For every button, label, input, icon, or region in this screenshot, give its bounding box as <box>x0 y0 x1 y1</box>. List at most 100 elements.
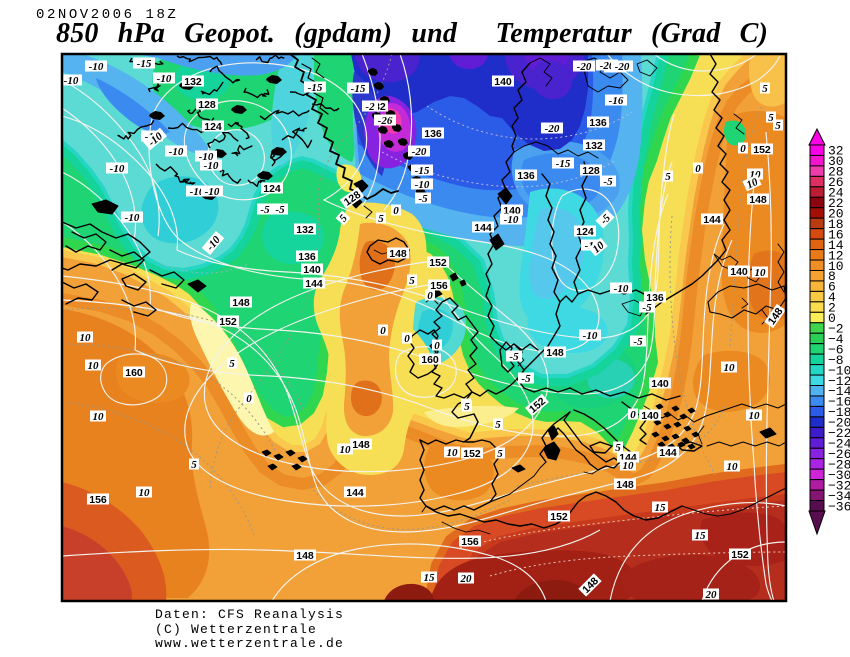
svg-text:16: 16 <box>828 227 844 242</box>
svg-text:−2: −2 <box>828 322 844 337</box>
svg-text:-10: -10 <box>64 75 79 87</box>
svg-text:144: 144 <box>346 487 364 499</box>
svg-text:160: 160 <box>421 354 439 366</box>
svg-text:-10: -10 <box>110 163 125 175</box>
svg-text:152: 152 <box>463 448 481 460</box>
svg-text:152: 152 <box>219 316 237 328</box>
svg-text:136: 136 <box>517 170 535 182</box>
svg-text:0: 0 <box>828 311 836 326</box>
svg-text:-5: -5 <box>603 176 613 188</box>
svg-text:156: 156 <box>461 536 479 548</box>
svg-text:148: 148 <box>749 194 767 206</box>
svg-text:140: 140 <box>651 378 669 390</box>
svg-text:−14: −14 <box>828 384 850 399</box>
svg-text:−26: −26 <box>828 447 850 462</box>
svg-text:140: 140 <box>494 76 512 88</box>
svg-text:8: 8 <box>828 269 836 284</box>
svg-text:24: 24 <box>828 186 844 201</box>
svg-text:148: 148 <box>389 248 407 260</box>
svg-text:12: 12 <box>828 248 844 263</box>
svg-text:5: 5 <box>495 419 501 431</box>
svg-text:5: 5 <box>615 442 621 454</box>
svg-text:−4: −4 <box>828 332 844 347</box>
svg-text:-15: -15 <box>351 83 366 95</box>
svg-text:10: 10 <box>724 362 736 374</box>
svg-text:−24: −24 <box>828 437 850 452</box>
svg-text:32: 32 <box>828 144 844 159</box>
svg-text:4: 4 <box>828 290 836 305</box>
svg-text:-10: -10 <box>157 73 172 85</box>
svg-text:10: 10 <box>447 447 459 459</box>
svg-text:0: 0 <box>740 143 746 155</box>
svg-text:30: 30 <box>828 154 844 169</box>
svg-text:20: 20 <box>460 573 473 585</box>
svg-text:152: 152 <box>753 144 771 156</box>
svg-text:−22: −22 <box>828 426 850 441</box>
svg-text:−8: −8 <box>828 353 844 368</box>
svg-text:10: 10 <box>749 410 761 422</box>
svg-text:10: 10 <box>727 461 739 473</box>
svg-text:148: 148 <box>296 550 314 562</box>
svg-text:-20: -20 <box>615 61 630 73</box>
svg-text:20: 20 <box>705 589 718 601</box>
svg-text:136: 136 <box>424 128 442 140</box>
svg-text:132: 132 <box>585 140 603 152</box>
svg-text:28: 28 <box>828 165 844 180</box>
svg-text:−28: −28 <box>828 457 850 472</box>
svg-text:-10: -10 <box>415 179 430 191</box>
svg-text:0: 0 <box>404 333 410 345</box>
svg-text:128: 128 <box>198 99 216 111</box>
svg-text:10: 10 <box>828 259 844 274</box>
svg-text:144: 144 <box>305 278 323 290</box>
svg-text:5: 5 <box>191 459 197 471</box>
svg-text:132: 132 <box>184 76 202 88</box>
svg-text:5: 5 <box>775 120 781 132</box>
svg-text:144: 144 <box>703 214 721 226</box>
svg-text:152: 152 <box>731 549 749 561</box>
svg-text:-5: -5 <box>418 193 428 205</box>
svg-text:15: 15 <box>424 572 436 584</box>
svg-text:10: 10 <box>80 332 92 344</box>
svg-text:148: 148 <box>232 297 250 309</box>
svg-text:-10: -10 <box>125 212 140 224</box>
svg-text:5: 5 <box>409 275 415 287</box>
svg-text:-5: -5 <box>633 336 643 348</box>
svg-text:-10: -10 <box>199 151 214 163</box>
svg-text:20: 20 <box>828 206 844 221</box>
svg-text:0: 0 <box>380 325 386 337</box>
svg-text:0: 0 <box>427 290 433 302</box>
svg-text:-20: -20 <box>412 146 427 158</box>
svg-text:−12: −12 <box>828 374 850 389</box>
svg-text:140: 140 <box>303 264 321 276</box>
svg-text:−30: −30 <box>828 468 850 483</box>
svg-text:-10: -10 <box>204 160 219 172</box>
svg-text:128: 128 <box>582 165 600 177</box>
svg-text:-15: -15 <box>556 158 571 170</box>
svg-text:136: 136 <box>646 292 664 304</box>
svg-text:2: 2 <box>828 301 836 316</box>
svg-text:-5: -5 <box>509 351 519 363</box>
svg-text:26: 26 <box>828 175 844 190</box>
svg-text:10: 10 <box>340 444 352 456</box>
svg-text:5: 5 <box>665 171 671 183</box>
svg-text:140: 140 <box>641 410 659 422</box>
svg-text:10: 10 <box>745 176 760 192</box>
svg-text:−32: −32 <box>828 478 850 493</box>
svg-text:-5: -5 <box>642 302 652 314</box>
svg-text:-5: -5 <box>275 204 285 216</box>
svg-text:-2: -2 <box>365 101 375 113</box>
svg-text:−18: −18 <box>828 405 850 420</box>
svg-text:0: 0 <box>393 205 399 217</box>
svg-text:160: 160 <box>125 367 143 379</box>
svg-text:10: 10 <box>755 267 767 279</box>
svg-text:-10: -10 <box>205 186 220 198</box>
svg-text:-10: -10 <box>583 330 598 342</box>
svg-text:-20: -20 <box>577 61 592 73</box>
svg-text:−6: −6 <box>828 342 844 357</box>
svg-text:156: 156 <box>89 494 107 506</box>
svg-text:132: 132 <box>296 224 314 236</box>
svg-text:5: 5 <box>768 112 774 124</box>
svg-text:152: 152 <box>550 511 568 523</box>
svg-text:144: 144 <box>474 222 492 234</box>
svg-text:-10: -10 <box>169 146 184 158</box>
